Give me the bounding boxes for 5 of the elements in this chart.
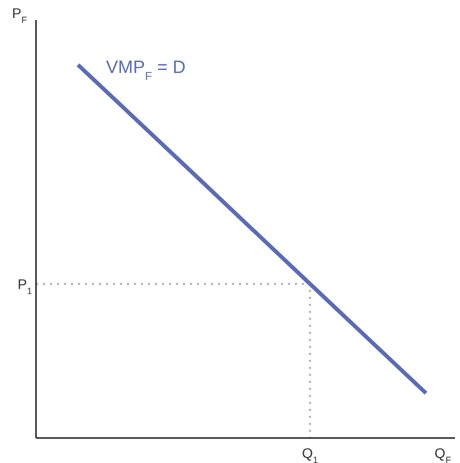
ref-line-label: P$_{1}$ bbox=[18, 276, 32, 296]
annotation: VMP$_{F}$ = D bbox=[106, 56, 186, 82]
x-axis-title: Q$_{F}$ bbox=[434, 445, 452, 463]
y-axis-title: P$_{F}$ bbox=[12, 5, 28, 25]
text: Q$_{1}$ bbox=[302, 445, 318, 463]
